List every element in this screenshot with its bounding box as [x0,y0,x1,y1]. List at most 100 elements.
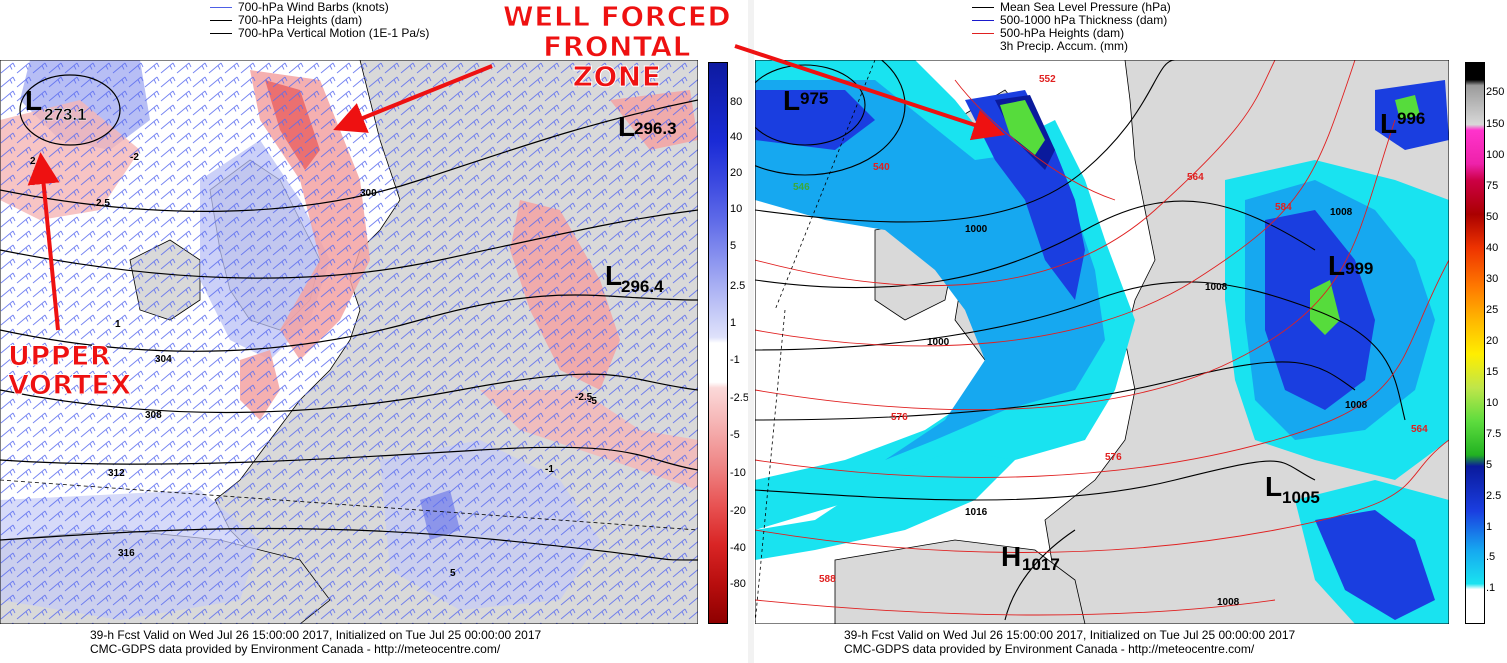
frontal-zone-annotation: WELL FORCED FRONTAL ZONE [497,0,737,93]
right-legend-item-mslp: Mean Sea Level Pressure (hPa) [972,0,1171,14]
low-pressure-value: 1005 [1282,488,1320,507]
colorbar-tick: 20 [730,167,743,179]
footer-credit: CMC-GDPS data provided by Environment Ca… [90,642,501,656]
colorbar-tick: 2.5 [1486,490,1502,502]
height-label: 576 [891,412,908,423]
upper-vortex-annotation: UPPER VORTEX [8,341,132,401]
low-pressure-label: L [25,85,42,116]
isobar-label: 1000 [965,224,988,235]
colorbar-tick: .5 [1486,551,1496,563]
legend-swatch [972,19,994,21]
isobar-label: 1008 [1205,282,1228,293]
right-legend-item-thickness: 500-1000 hPa Thickness (dam) [972,13,1167,27]
colorbar-tick: 2.5 [730,280,746,292]
low-pressure-value: 975 [800,89,828,108]
footer-valid-time: 39-h Fcst Valid on Wed Jul 26 15:00:00 2… [844,628,1296,642]
contour-label: 5 [450,568,456,579]
left-legend-item-wind: 700-hPa Wind Barbs (knots) [210,0,389,14]
colorbar-tick: 10 [730,203,743,215]
contour-label: 2.5 [96,198,110,209]
colorbar-tick: 250 [1486,86,1505,98]
colorbar-tick: 50 [1486,211,1499,223]
low-pressure-value: 999 [1345,259,1373,278]
footer-credit: CMC-GDPS data provided by Environment Ca… [844,642,1255,656]
colorbar-tick: -80 [730,578,746,590]
height-label: 588 [819,574,836,585]
right-legend-item-precip: 3h Precip. Accum. (mm) [1000,39,1128,53]
legend-label: 500-1000 hPa Thickness (dam) [1000,13,1168,27]
contour-label: -2.5 [575,392,593,403]
low-pressure-label: L [1265,471,1282,502]
contour-label: 304 [155,354,172,365]
right-footer: 39-h Fcst Valid on Wed Jul 26 15:00:00 2… [844,628,1295,656]
legend-label: 700-hPa Wind Barbs (knots) [238,0,389,14]
colorbar-tick: 80 [730,96,743,108]
left-map-panel: 700-hPa Wind Barbs (knots) 700-hPa Heigh… [0,0,749,663]
left-colorbar [708,62,728,624]
low-pressure-label: L [1380,108,1397,139]
low-pressure-value: 296.3 [634,119,677,138]
colorbar-tick: 7.5 [1486,428,1502,440]
colorbar-tick: 10 [1486,397,1499,409]
right-legend-item-heights: 500-hPa Heights (dam) [972,26,1124,40]
colorbar-tick: 40 [1486,242,1499,254]
legend-swatch [972,32,994,34]
height-label: 576 [1105,452,1122,463]
contour-label: 312 [108,468,125,479]
annotation-line: UPPER [8,341,112,372]
colorbar-tick: -2.5 [730,392,749,404]
colorbar-tick: -10 [730,467,746,479]
colorbar-tick: 75 [1486,180,1499,192]
low-pressure-label: L [605,260,622,291]
footer-valid-time: 39-h Fcst Valid on Wed Jul 26 15:00:00 2… [90,628,542,642]
colorbar-tick: 150 [1486,118,1505,130]
left-map: L 273.1 L 296.3 L 296.4 300 304 308 312 … [0,60,698,624]
right-colorbar [1465,62,1485,624]
colorbar-tick: -20 [730,505,746,517]
colorbar-tick: -40 [730,542,746,554]
contour-label: 2 [30,156,36,167]
low-pressure-label: L [618,111,635,142]
panel-separator [748,0,754,663]
high-pressure-value: 1017 [1022,555,1060,574]
colorbar-tick: 15 [1486,366,1499,378]
isobar-label: 1008 [1217,597,1240,608]
height-label: 540 [873,162,890,173]
height-label: 584 [1275,202,1292,213]
colorbar-tick: 30 [1486,273,1499,285]
legend-swatch [210,19,232,21]
legend-label: 700-hPa Heights (dam) [238,13,363,27]
annotation-line: WELL FORCED [502,0,732,33]
contour-label: -1 [545,464,554,475]
colorbar-tick: 25 [1486,304,1499,316]
isobar-label: 1016 [965,507,988,518]
low-pressure-label: L [1328,250,1345,281]
isobar-label: 1000 [927,337,950,348]
high-pressure-label: H [1001,541,1021,572]
colorbar-tick: -5 [730,429,740,441]
right-map-panel: Mean Sea Level Pressure (hPa) 500-1000 h… [754,0,1507,663]
land-iberia [834,539,1086,624]
colorbar-tick: 1 [730,317,737,329]
legend-label: 700-hPa Vertical Motion (1E-1 Pa/s) [238,26,430,40]
annotation-line: VORTEX [8,370,132,401]
colorbar-tick: 5 [730,240,737,252]
low-pressure-label: L [783,85,800,116]
left-legend-item-vertical-motion: 700-hPa Vertical Motion (1E-1 Pa/s) [210,26,429,40]
colorbar-tick: .1 [1486,582,1496,594]
colorbar-tick: 40 [730,131,743,143]
contour-label: -5 [588,396,597,407]
isobar-label: 1008 [1330,207,1353,218]
legend-swatch [210,32,232,34]
height-label: 564 [1187,172,1204,183]
legend-label: 500-hPa Heights (dam) [1000,26,1125,40]
colorbar-tick: 5 [1486,459,1493,471]
legend-swatch [210,6,232,8]
legend-swatch [972,6,994,8]
height-label: 552 [1039,74,1056,85]
legend-label: Mean Sea Level Pressure (hPa) [1000,0,1171,14]
colorbar-tick: 1 [1486,521,1493,533]
low-pressure-value: 296.4 [621,277,664,296]
annotation-line: FRONTAL ZONE [543,30,691,93]
colorbar-tick: -1 [730,354,740,366]
